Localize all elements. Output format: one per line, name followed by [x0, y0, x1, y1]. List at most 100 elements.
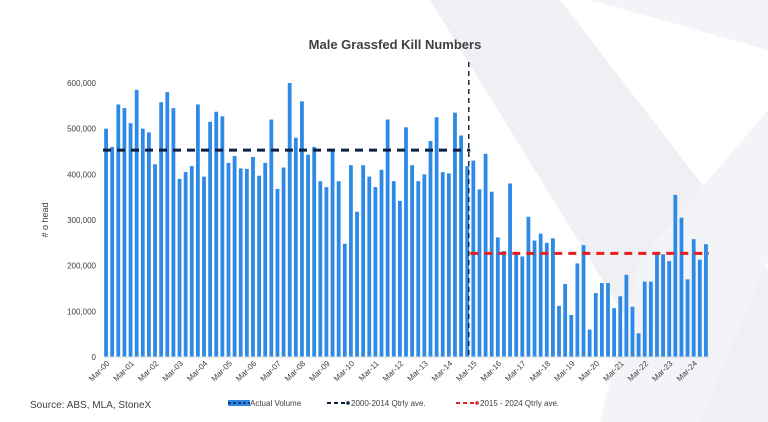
x-tick-label: Mar-22: [626, 359, 651, 384]
bar: [563, 283, 568, 357]
bar: [508, 183, 512, 357]
x-tick-label: Mar-10: [332, 359, 357, 384]
bar: [502, 251, 506, 357]
x-tick-label: Mar-07: [259, 359, 284, 384]
x-tick-label: Mar-03: [161, 359, 186, 384]
bar: [189, 166, 194, 357]
average-lines: [103, 62, 709, 357]
bar: [293, 137, 298, 357]
legend: Actual Volume 2000-2014 Qtrly ave. 2015 …: [228, 399, 559, 408]
bar: [251, 156, 255, 357]
y-tick-label: 400,000: [67, 170, 96, 179]
bar: [538, 233, 543, 357]
bar: [171, 108, 176, 357]
bar: [177, 178, 182, 357]
bar: [128, 123, 133, 357]
x-axis-ticks: Mar-00 Mar-01 Mar-02 Mar-03 Mar-04 Mar-05 Mar-…: [87, 359, 699, 384]
bar: [526, 216, 531, 357]
y-tick-label: 600,000: [67, 79, 96, 88]
bar: [416, 181, 421, 357]
bar: [685, 279, 690, 357]
bar: [208, 121, 213, 357]
legend-item-2015-2024-average: 2015 - 2024 Qtrly ave.: [456, 399, 559, 408]
bar: [551, 238, 555, 357]
bar: [306, 154, 310, 357]
bar: [489, 191, 494, 357]
bar: [385, 119, 390, 358]
bar: [544, 242, 549, 357]
bar: [446, 173, 451, 357]
bar: [349, 165, 353, 357]
bar: [514, 252, 519, 357]
bar: [483, 153, 488, 357]
bar: [459, 135, 463, 357]
bar: [263, 162, 268, 357]
x-tick-label: Mar-20: [577, 359, 602, 384]
legend-item-actual-volume: Actual Volume: [228, 399, 302, 408]
bar: [104, 128, 108, 357]
x-tick-label: Mar-17: [503, 359, 528, 384]
bar: [134, 89, 139, 357]
x-tick-label: Mar-00: [87, 359, 112, 384]
source-note: Source: ABS, MLA, StoneX: [30, 400, 152, 411]
y-axis-label: # o head: [40, 202, 50, 237]
bar: [465, 166, 470, 357]
bar: [287, 83, 292, 357]
bar: [428, 140, 433, 357]
bar: [159, 102, 164, 358]
bar: [404, 127, 408, 358]
bar: [214, 111, 219, 358]
bar: [575, 263, 580, 357]
bar: [330, 151, 335, 357]
bar: [471, 160, 476, 357]
bar: [569, 314, 574, 357]
bar: [336, 181, 341, 357]
bar: [220, 116, 225, 357]
x-tick-label: Mar-14: [430, 359, 455, 384]
bar: [673, 194, 678, 357]
bar: [520, 256, 525, 357]
bar: [618, 296, 623, 357]
bar: [391, 181, 396, 357]
legend-marker-navy: [346, 401, 350, 405]
bar: [642, 281, 647, 357]
bar: [477, 189, 482, 357]
x-tick-label: Mar-04: [185, 359, 210, 384]
bar: [397, 200, 402, 357]
x-tick-label: Mar-05: [210, 359, 235, 384]
bar: [691, 239, 696, 357]
bar: [422, 174, 427, 357]
bar: [373, 187, 378, 357]
bar: [599, 283, 604, 357]
bar: [232, 156, 237, 357]
bar: [140, 128, 145, 357]
bar: [434, 117, 439, 357]
bar: [410, 165, 415, 357]
bar: [122, 108, 127, 357]
bar: [648, 281, 653, 357]
bar: [269, 119, 274, 358]
bar: [202, 176, 206, 357]
x-tick-label: Mar-08: [283, 359, 308, 384]
y-axis-ticks: 0 100,000 200,000 300,000 400,000 500,000 600,…: [67, 79, 96, 362]
chart-title: Male Grassfed Kill Numbers: [309, 37, 482, 52]
bar: [275, 188, 280, 357]
bar: [606, 283, 610, 357]
bar: [342, 243, 347, 357]
bar: [147, 132, 151, 357]
bar: [257, 175, 261, 357]
bar: [667, 261, 672, 357]
y-tick-label: 300,000: [67, 216, 96, 225]
x-tick-label: Mar-09: [308, 359, 333, 384]
bar: [557, 305, 561, 357]
bar: [655, 251, 659, 357]
x-tick-label: Mar-15: [454, 359, 479, 384]
x-tick-label: Mar-11: [357, 359, 381, 383]
bar: [110, 146, 115, 357]
legend-marker-red: [475, 401, 479, 405]
x-tick-label: Mar-13: [405, 359, 430, 384]
bar: [281, 167, 286, 357]
x-tick-label: Mar-23: [650, 359, 675, 384]
